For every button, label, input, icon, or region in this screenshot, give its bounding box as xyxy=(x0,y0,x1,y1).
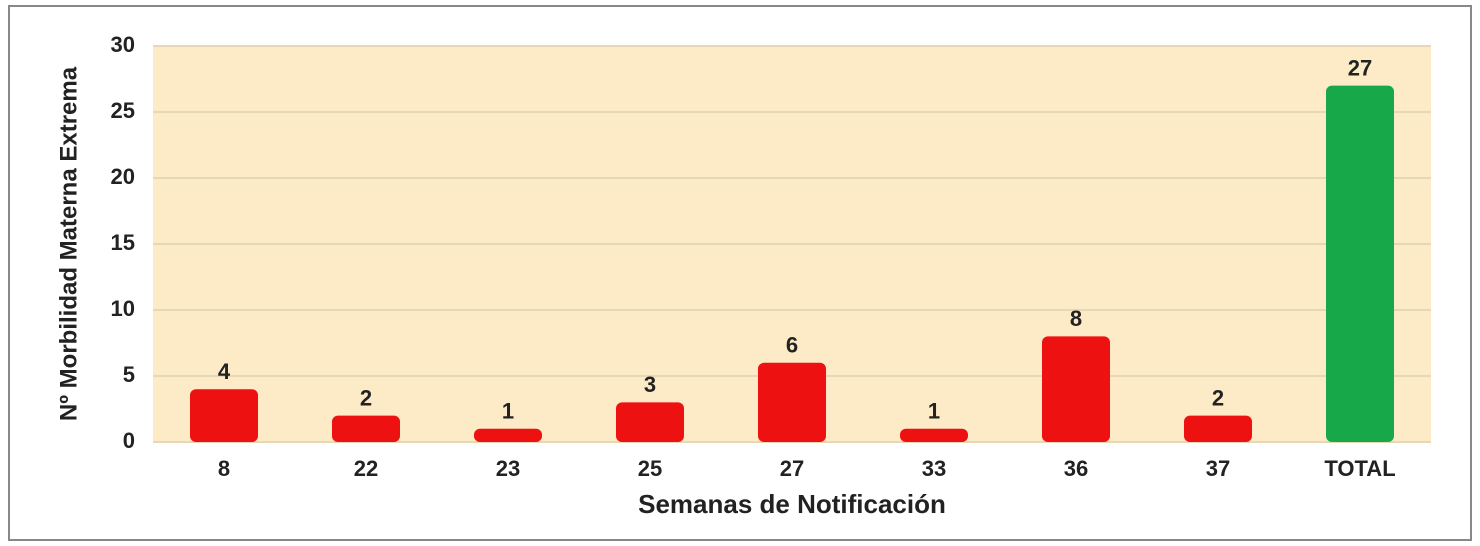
x-tick-label: 37 xyxy=(1206,456,1230,481)
y-tick-label: 25 xyxy=(111,98,135,123)
y-tick-label: 5 xyxy=(123,362,135,387)
bar xyxy=(900,428,968,442)
bar xyxy=(758,362,826,442)
y-tick-label: 0 xyxy=(123,428,135,453)
bar xyxy=(1042,336,1110,442)
data-label: 1 xyxy=(502,399,514,424)
x-tick-label: 36 xyxy=(1064,456,1088,481)
y-tick-label: 30 xyxy=(111,32,135,57)
data-label: 3 xyxy=(644,372,656,397)
data-label: 2 xyxy=(360,385,372,410)
x-tick-label: 27 xyxy=(780,456,804,481)
bar xyxy=(332,415,400,442)
x-tick-label: 8 xyxy=(218,456,230,481)
data-label: 4 xyxy=(218,359,231,384)
bar xyxy=(190,389,258,442)
x-tick-label: TOTAL xyxy=(1324,456,1395,481)
x-axis-title: Semanas de Notificación xyxy=(638,489,946,519)
y-tick-label: 10 xyxy=(111,296,135,321)
x-tick-label: 25 xyxy=(638,456,662,481)
data-label: 27 xyxy=(1348,55,1372,80)
data-label: 2 xyxy=(1212,385,1224,410)
x-tick-label: 22 xyxy=(354,456,378,481)
data-label: 8 xyxy=(1070,306,1082,331)
x-tick-label: 33 xyxy=(922,456,946,481)
y-tick-label: 15 xyxy=(111,230,135,255)
y-axis-title: Nº Morbilidad Materna Extrema xyxy=(55,66,82,421)
bar xyxy=(1326,85,1394,442)
data-label: 6 xyxy=(786,333,798,358)
bar xyxy=(474,428,542,442)
y-tick-label: 20 xyxy=(111,164,135,189)
bar xyxy=(616,402,684,442)
data-label: 1 xyxy=(928,399,940,424)
x-tick-label: 23 xyxy=(496,456,520,481)
bar xyxy=(1184,415,1252,442)
